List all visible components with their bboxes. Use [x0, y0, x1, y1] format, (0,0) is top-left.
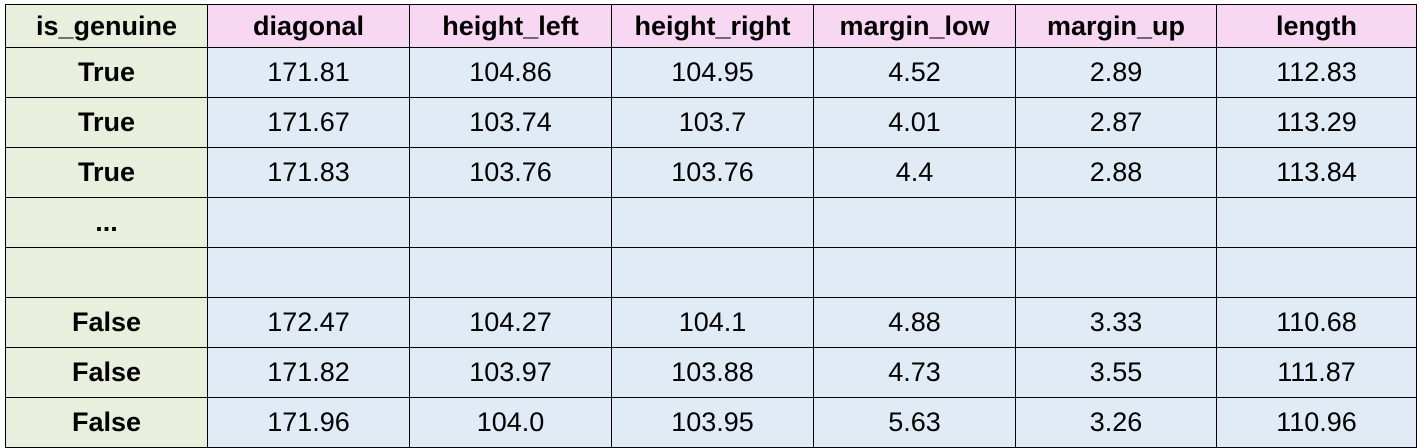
table-cell-margin-up: 2.88 [1015, 147, 1217, 198]
table-cell-is-genuine: False [5, 397, 208, 448]
table-cell-height-left: 104.27 [409, 297, 612, 348]
table-cell-is-genuine: True [5, 97, 208, 148]
table-cell-height-right: 103.88 [611, 347, 814, 398]
table-row: ... [5, 197, 1417, 248]
table-cell-margin-low [813, 247, 1016, 298]
table-cell-is-genuine: False [5, 297, 208, 348]
table-cell-height-left: 103.74 [409, 97, 612, 148]
table-cell-height-right: 103.95 [611, 397, 814, 448]
table-cell-length [1216, 197, 1417, 248]
header-cell-margin-low: margin_low [813, 4, 1016, 48]
table-row: True 171.83 103.76 103.76 4.4 2.88 113.8… [5, 147, 1417, 198]
table-cell-height-left: 104.86 [409, 47, 612, 98]
table-cell-diagonal: 171.82 [207, 347, 410, 398]
table-row: True 171.67 103.74 103.7 4.01 2.87 113.2… [5, 97, 1417, 148]
table-cell-margin-up [1015, 197, 1217, 248]
table-cell-diagonal: 171.81 [207, 47, 410, 98]
table-cell-diagonal [207, 197, 410, 248]
table-cell-margin-low: 4.88 [813, 297, 1016, 348]
table-cell-margin-low: 4.52 [813, 47, 1016, 98]
table-cell-is-genuine [5, 247, 208, 298]
table-cell-height-left [409, 247, 612, 298]
table-cell-height-left: 103.97 [409, 347, 612, 398]
header-cell-height-right: height_right [611, 4, 814, 48]
table-cell-margin-low: 4.73 [813, 347, 1016, 398]
table-cell-margin-low: 4.01 [813, 97, 1016, 148]
table-row: False 171.96 104.0 103.95 5.63 3.26 110.… [5, 397, 1417, 448]
table-cell-diagonal: 172.47 [207, 297, 410, 348]
table-cell-is-genuine: False [5, 347, 208, 398]
table-cell-height-left [409, 197, 612, 248]
table-row: False 171.82 103.97 103.88 4.73 3.55 111… [5, 347, 1417, 398]
table-cell-height-right [611, 197, 814, 248]
header-cell-length: length [1216, 4, 1417, 48]
table-cell-length: 113.29 [1216, 97, 1417, 148]
table-cell-margin-up: 3.55 [1015, 347, 1217, 398]
table-cell-diagonal: 171.67 [207, 97, 410, 148]
table-cell-height-left: 104.0 [409, 397, 612, 448]
header-cell-height-left: height_left [409, 4, 612, 48]
table-cell-margin-low: 5.63 [813, 397, 1016, 448]
table-row [5, 247, 1417, 298]
data-table: is_genuine diagonal height_left height_r… [5, 4, 1417, 448]
table-cell-is-genuine: True [5, 47, 208, 98]
table-cell-height-right: 103.7 [611, 97, 814, 148]
table-cell-height-right: 104.1 [611, 297, 814, 348]
table-cell-is-genuine: True [5, 147, 208, 198]
table-cell-length [1216, 247, 1417, 298]
table-cell-length: 110.68 [1216, 297, 1417, 348]
table-cell-margin-up: 2.87 [1015, 97, 1217, 148]
header-cell-margin-up: margin_up [1015, 4, 1217, 48]
table-body: True 171.81 104.86 104.95 4.52 2.89 112.… [5, 47, 1417, 448]
table-cell-length: 112.83 [1216, 47, 1417, 98]
table-cell-diagonal: 171.83 [207, 147, 410, 198]
table-cell-margin-up [1015, 247, 1217, 298]
table-cell-height-left: 103.76 [409, 147, 612, 198]
table-cell-margin-low [813, 197, 1016, 248]
table-cell-length: 110.96 [1216, 397, 1417, 448]
table-cell-height-right [611, 247, 814, 298]
header-row: is_genuine diagonal height_left height_r… [5, 4, 1417, 48]
table-cell-margin-up: 2.89 [1015, 47, 1217, 98]
table-cell-height-right: 104.95 [611, 47, 814, 98]
table-cell-length: 111.87 [1216, 347, 1417, 398]
table-cell-margin-low: 4.4 [813, 147, 1016, 198]
header-cell-diagonal: diagonal [207, 4, 410, 48]
table-cell-diagonal [207, 247, 410, 298]
table-cell-margin-up: 3.33 [1015, 297, 1217, 348]
table-cell-height-right: 103.76 [611, 147, 814, 198]
table-row: False 172.47 104.27 104.1 4.88 3.33 110.… [5, 297, 1417, 348]
table-cell-margin-up: 3.26 [1015, 397, 1217, 448]
table-row: True 171.81 104.86 104.95 4.52 2.89 112.… [5, 47, 1417, 98]
table-cell-diagonal: 171.96 [207, 397, 410, 448]
table-cell-length: 113.84 [1216, 147, 1417, 198]
table-cell-is-genuine: ... [5, 197, 208, 248]
header-cell-is-genuine: is_genuine [5, 4, 208, 48]
